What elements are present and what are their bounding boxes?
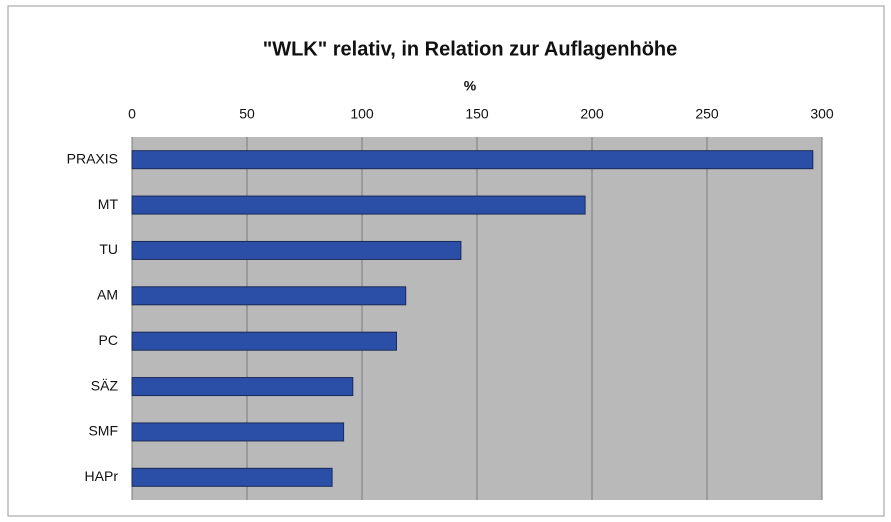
y-tick-label: SÄZ [91,377,119,393]
x-tick-label: 300 [810,106,834,122]
y-tick-label: PC [99,332,118,348]
bar [131,286,407,306]
bar [131,195,586,215]
x-tick-label: 200 [580,106,604,122]
x-axis-label: % [464,78,477,94]
x-tick-label: 250 [695,106,719,122]
bar [131,240,462,260]
y-tick-label: PRAXIS [67,150,118,166]
y-tick-label: HAPr [85,468,119,484]
bar [131,467,333,487]
x-tick-label: 50 [239,106,255,122]
x-tick-label: 0 [128,106,136,122]
bar [131,331,397,351]
x-tick-label: 100 [350,106,374,122]
y-tick-label: TU [99,241,118,257]
bar [131,377,354,397]
y-tick-label: SMF [88,423,118,439]
bar [131,422,345,442]
y-tick-label: MT [98,196,119,212]
bar [131,150,814,170]
x-tick-label: 150 [465,106,489,122]
chart-title: "WLK" relativ, in Relation zur Auflagenh… [263,38,678,60]
y-tick-label: AM [97,287,118,303]
